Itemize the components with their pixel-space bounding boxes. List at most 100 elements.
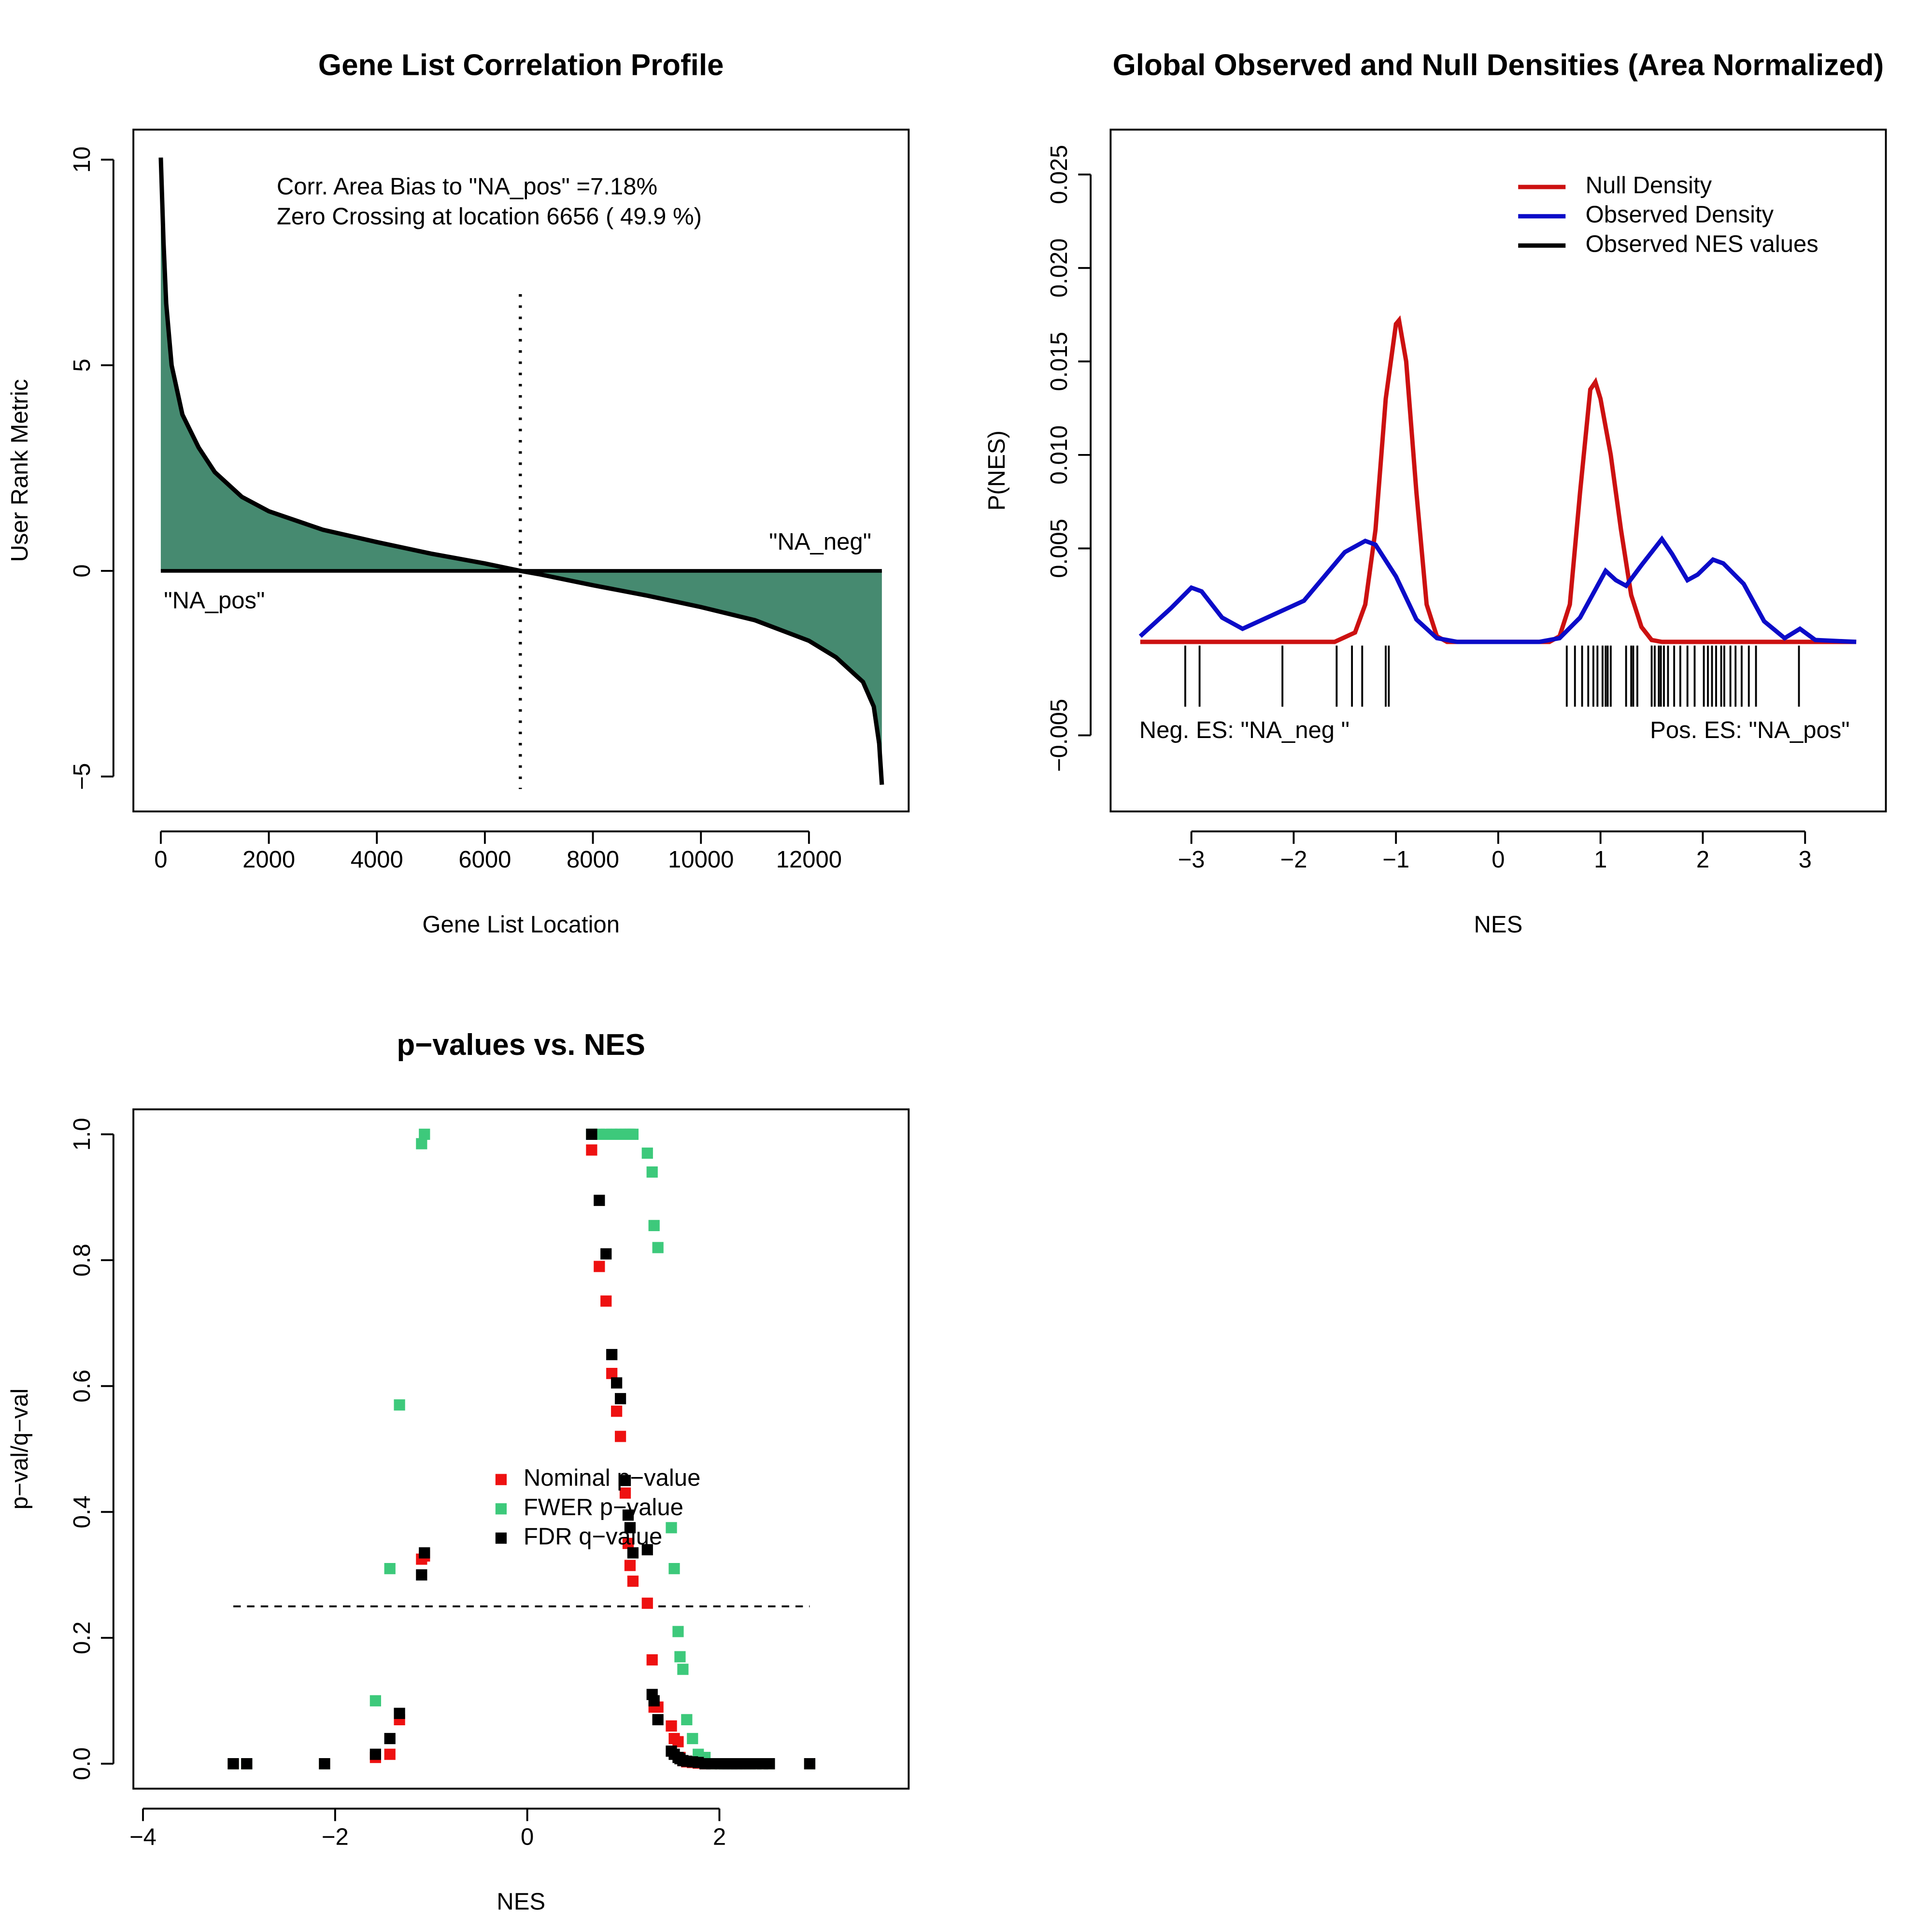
point	[619, 1475, 631, 1486]
plot-box	[1109, 128, 1887, 812]
y-tick-label: 0.2	[69, 1621, 95, 1654]
legend-label: Null Density	[1586, 172, 1712, 199]
x-tick-label: −2	[1280, 847, 1307, 873]
plot-box	[132, 1108, 910, 1790]
x-tick-label: 2	[1696, 847, 1709, 873]
point	[594, 1194, 605, 1206]
point	[641, 1544, 653, 1556]
point	[394, 1707, 405, 1719]
x-tick-label: 0	[1492, 847, 1505, 873]
x-tick-label: 2	[713, 1824, 726, 1850]
point	[666, 1522, 677, 1534]
x-tick-label: 12000	[776, 847, 842, 873]
chart-title: Global Observed and Null Densities (Area…	[1113, 49, 1884, 82]
point	[416, 1569, 427, 1581]
point	[764, 1758, 775, 1770]
point	[416, 1138, 427, 1150]
annotation: "NA_pos"	[164, 587, 265, 613]
x-tick-label: 6000	[458, 847, 511, 873]
y-axis-label: User Rank Metric	[7, 379, 33, 562]
y-axis-label: p−val/q−val	[7, 1389, 33, 1510]
point	[666, 1720, 677, 1732]
point	[627, 1547, 639, 1559]
point	[594, 1261, 605, 1272]
x-tick-label: −4	[129, 1824, 156, 1850]
x-tick-label: −3	[1178, 847, 1205, 873]
x-tick-label: −1	[1382, 847, 1409, 873]
y-tick-label: 0.010	[1046, 426, 1072, 485]
point	[677, 1663, 689, 1675]
point	[648, 1695, 660, 1706]
x-tick-label: 10000	[668, 847, 734, 873]
point	[369, 1695, 381, 1706]
point	[668, 1563, 680, 1575]
point	[652, 1714, 664, 1726]
y-tick-label: 0.025	[1046, 145, 1072, 204]
point	[384, 1563, 396, 1575]
point	[586, 1144, 597, 1156]
point	[706, 1758, 718, 1770]
point	[611, 1406, 623, 1417]
y-tick-label: −5	[69, 763, 95, 790]
point	[624, 1560, 636, 1571]
y-tick-label: 0	[69, 564, 95, 577]
area-fill	[160, 157, 882, 785]
legend-label: Observed Density	[1586, 202, 1774, 228]
x-tick-label: 3	[1799, 847, 1812, 873]
plot-box	[132, 128, 910, 812]
point	[622, 1509, 634, 1521]
annotation: Zero Crossing at location 6656 ( 49.9 %)	[277, 204, 702, 230]
point	[672, 1736, 684, 1747]
chart-title: Gene List Correlation Profile	[318, 49, 724, 82]
y-tick-label: 10	[69, 146, 95, 173]
annotation: Corr. Area Bias to "NA_pos" =7.18%	[277, 174, 657, 200]
point	[619, 1487, 631, 1499]
profile-line	[158, 157, 884, 785]
y-tick-label: 1.0	[69, 1118, 95, 1151]
annotation: "NA_neg"	[769, 529, 871, 555]
legend-label: FDR q−value	[524, 1523, 662, 1549]
point	[624, 1522, 636, 1534]
point	[652, 1242, 664, 1253]
x-axis-label: Gene List Location	[422, 911, 620, 938]
point	[611, 1377, 623, 1389]
point	[687, 1733, 698, 1745]
point	[419, 1547, 430, 1559]
x-axis-label: NES	[497, 1889, 545, 1915]
point	[606, 1367, 618, 1379]
point	[419, 1128, 430, 1140]
point	[646, 1166, 658, 1178]
y-axis-label: P(NES)	[984, 430, 1010, 511]
y-tick-label: 0.6	[69, 1370, 95, 1403]
chart-title: p−values vs. NES	[397, 1028, 645, 1062]
point	[384, 1748, 396, 1760]
point	[672, 1626, 684, 1637]
point	[641, 1597, 653, 1609]
y-tick-label: 0.4	[69, 1495, 95, 1528]
point	[646, 1654, 658, 1666]
x-tick-label: 0	[154, 847, 167, 873]
y-tick-label: 0.015	[1046, 332, 1072, 391]
point	[627, 1576, 639, 1587]
point	[804, 1758, 816, 1770]
point	[600, 1295, 612, 1307]
x-tick-label: 2000	[242, 847, 295, 873]
point	[681, 1714, 693, 1726]
point	[674, 1651, 686, 1662]
legend-swatch	[495, 1503, 507, 1515]
x-tick-label: 1	[1594, 847, 1607, 873]
x-tick-label: 8000	[567, 847, 619, 873]
x-tick-label: 4000	[351, 847, 403, 873]
point	[627, 1128, 639, 1140]
point	[600, 1248, 612, 1260]
x-axis-label: NES	[1474, 911, 1523, 938]
point	[614, 1393, 626, 1405]
x-tick-label: −2	[322, 1824, 349, 1850]
point	[641, 1147, 653, 1159]
y-tick-label: 0.005	[1046, 519, 1072, 578]
point	[586, 1128, 597, 1140]
legend-label: Observed NES values	[1586, 231, 1818, 257]
y-tick-label: −0.005	[1046, 699, 1072, 772]
